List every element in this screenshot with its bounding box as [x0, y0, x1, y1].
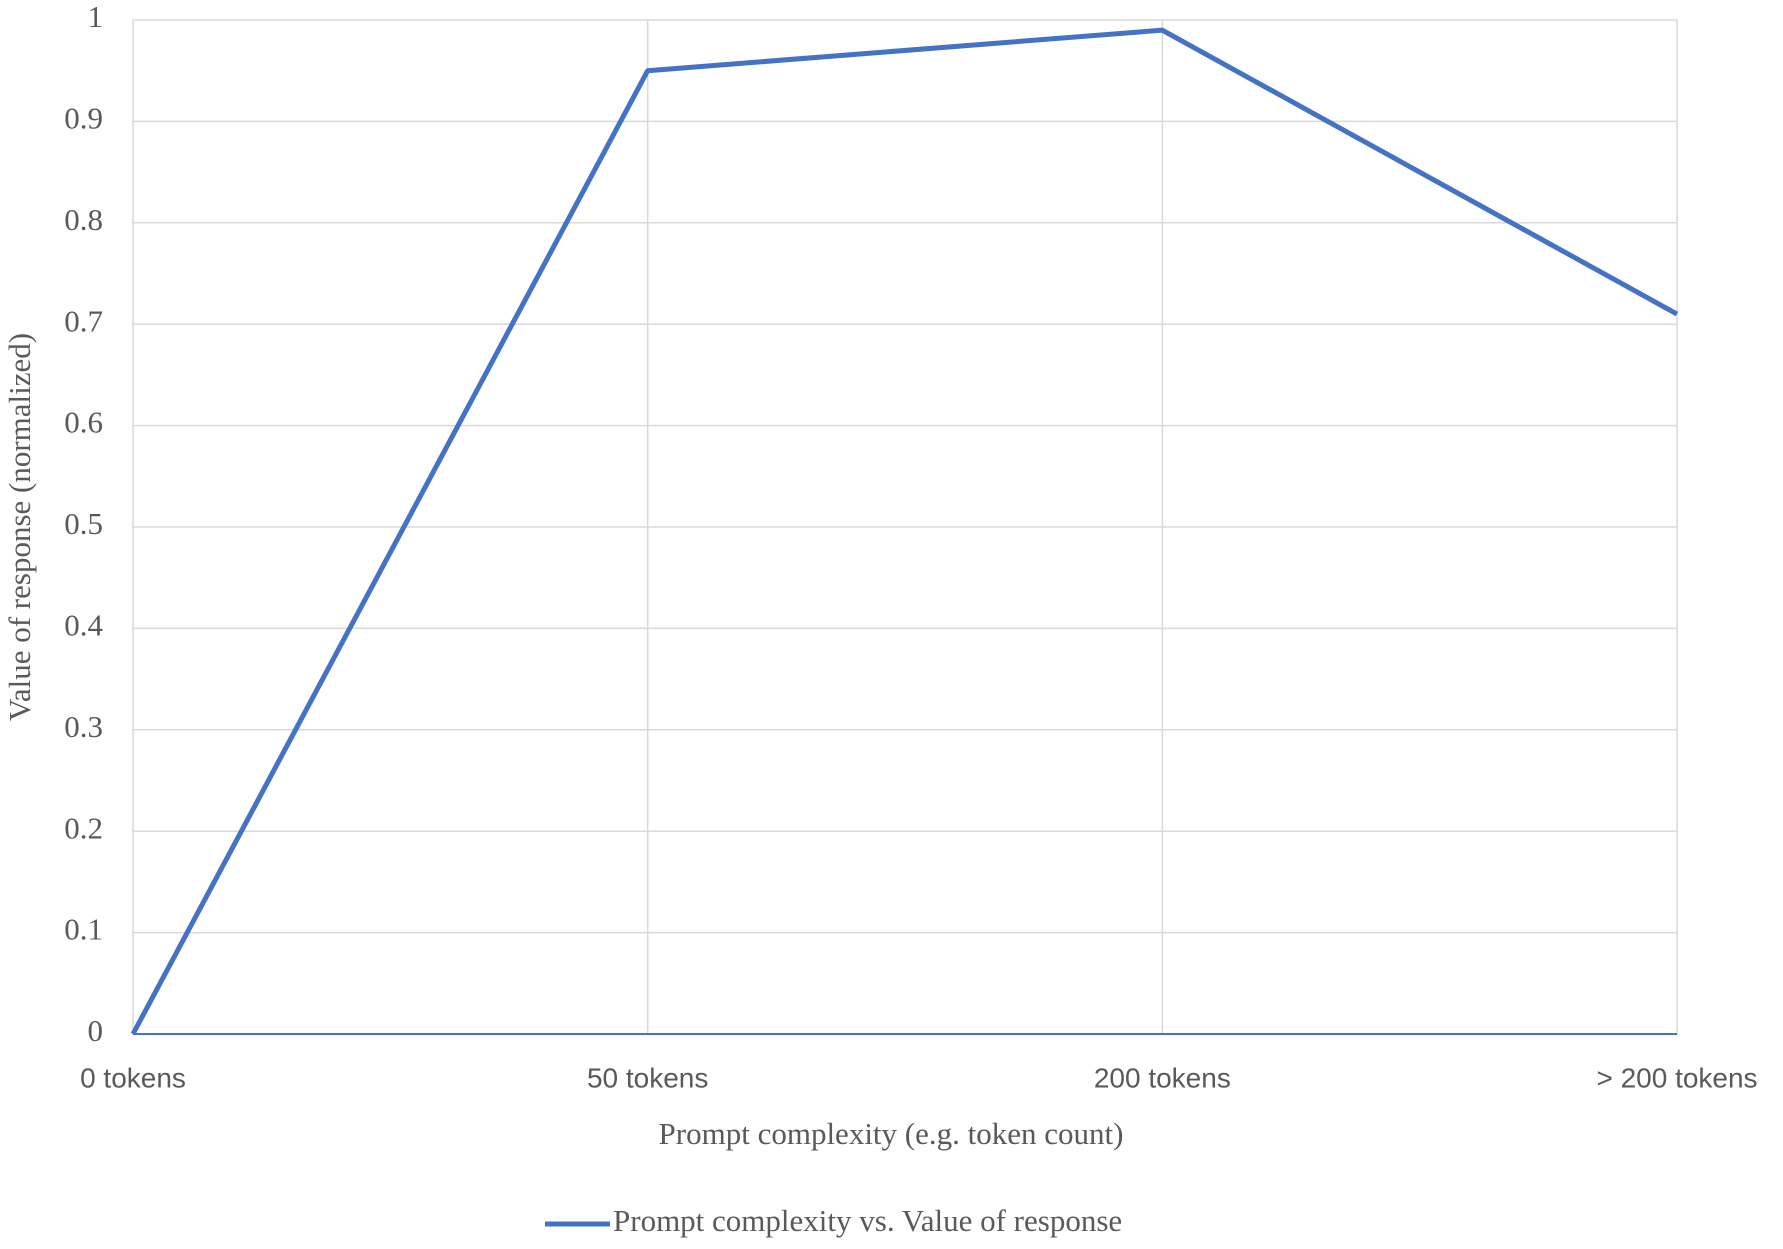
x-tick-label: 0 tokens [80, 1062, 186, 1093]
x-axis-title: Prompt complexity (e.g. token count) [659, 1116, 1124, 1151]
y-tick-label: 0.5 [64, 506, 103, 541]
x-tick-label: 200 tokens [1094, 1062, 1231, 1093]
y-axis-title: Value of response (normalized) [2, 333, 37, 721]
y-tick-label: 0.2 [64, 810, 103, 845]
y-tick-label: 0 [88, 1013, 104, 1048]
y-tick-label: 0.1 [64, 912, 103, 947]
y-tick-label: 0.6 [64, 405, 103, 440]
y-tick-label: 0.4 [64, 608, 103, 643]
y-tick-label: 0.9 [64, 101, 103, 136]
legend-label: Prompt complexity vs. Value of response [613, 1203, 1122, 1238]
y-tick-label: 1 [88, 0, 104, 34]
y-tick-label: 0.8 [64, 202, 103, 237]
x-tick-label: 50 tokens [587, 1062, 708, 1093]
data-line [130, 27, 1679, 1036]
y-tick-label: 0.3 [64, 709, 103, 744]
x-tick-label: > 200 tokens [1596, 1062, 1757, 1093]
y-tick-label: 0.7 [64, 303, 103, 338]
